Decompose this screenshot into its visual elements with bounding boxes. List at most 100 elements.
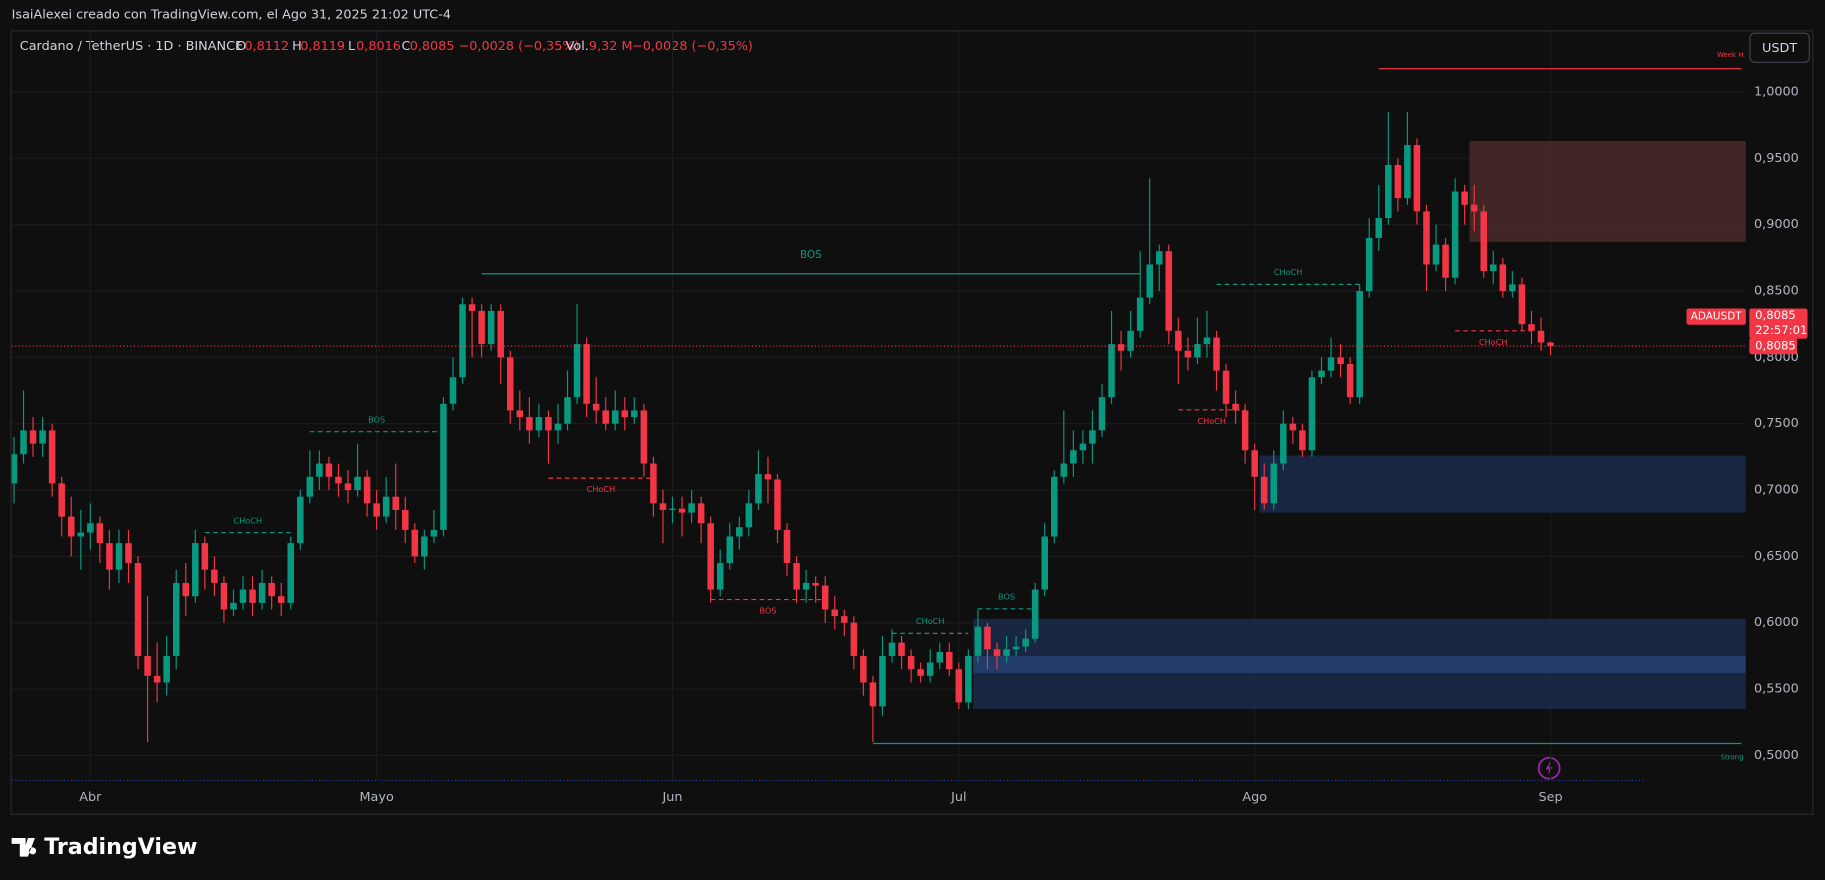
level-label: CHoCH — [587, 484, 616, 494]
level-label: BOS — [998, 592, 1015, 602]
candle-body — [1117, 344, 1125, 351]
candle-body — [907, 655, 915, 670]
candle-body — [411, 529, 419, 557]
x-tick-label: Sep — [1538, 790, 1562, 805]
candle-body — [497, 310, 504, 358]
logo-text: TradingView — [44, 834, 197, 860]
candle-body — [516, 410, 524, 418]
ohlc-key: L — [348, 39, 356, 54]
candle-body — [297, 496, 304, 544]
candle-body — [96, 523, 104, 544]
candle-body — [631, 410, 638, 418]
ohlc-value: 0,8016 — [356, 39, 401, 54]
candle-body — [1356, 291, 1363, 398]
level-label: CHoCH — [916, 616, 945, 626]
candle-body — [1451, 191, 1459, 278]
candle-body — [1327, 357, 1335, 371]
candle-body — [755, 474, 762, 504]
symbol: Cardano / TetherUS · 1D · BINANCE — [20, 39, 243, 54]
candle-body — [936, 651, 943, 663]
candle-body — [1365, 237, 1373, 292]
candle-body — [1280, 423, 1287, 464]
candle-body — [106, 543, 113, 570]
x-tick-label: Mayo — [359, 790, 393, 805]
y-tick-label: 0,9500 — [1754, 151, 1799, 166]
candle-body — [220, 582, 228, 610]
level-label: BOS — [800, 249, 822, 261]
candle-body — [325, 463, 333, 477]
candle-body — [316, 463, 323, 477]
candle-body — [115, 543, 123, 570]
candle-body — [564, 397, 571, 424]
candle-body — [182, 582, 190, 597]
candle-body — [87, 523, 94, 533]
candle-body — [268, 582, 275, 597]
candle-body — [77, 532, 85, 537]
candle-body — [354, 476, 361, 491]
ohlc-value: 0,8085 — [410, 39, 455, 54]
candle-body — [29, 430, 37, 444]
candle-body — [478, 310, 485, 345]
candle-body — [736, 527, 743, 537]
candle-body — [1184, 350, 1192, 358]
currency-button[interactable] — [1749, 32, 1810, 63]
candle-body — [716, 563, 724, 590]
candle-body — [440, 403, 447, 530]
candle-body — [621, 410, 629, 418]
currency-button-label[interactable]: USDT — [1762, 41, 1797, 56]
candle-body — [1241, 410, 1249, 451]
candle-body — [1089, 430, 1096, 444]
candle-body — [487, 310, 495, 345]
volume-label: Vol. — [566, 39, 589, 54]
ohlc-key: C — [402, 39, 411, 54]
level-label: BOS — [759, 606, 776, 616]
candle-body — [134, 563, 142, 656]
candle-body — [707, 523, 714, 590]
candle-body — [1203, 337, 1211, 345]
candle-body — [1518, 284, 1526, 325]
candle-body — [1404, 145, 1411, 199]
candle-body — [678, 508, 686, 513]
candle-body — [869, 682, 877, 707]
level-label: CHoCH — [1197, 416, 1226, 426]
candle-body — [1394, 164, 1402, 199]
ohlc-key: O — [236, 39, 246, 54]
candle-body — [1260, 476, 1268, 504]
candle-body — [430, 529, 438, 537]
x-tick-label: Jul — [950, 790, 966, 805]
candle-body — [1442, 244, 1449, 278]
symbol-tag — [1686, 308, 1746, 325]
candle-body — [1423, 211, 1430, 265]
candle-body — [688, 503, 695, 513]
candle-body — [1432, 244, 1440, 265]
candle-body — [783, 529, 791, 564]
candle-body — [1509, 284, 1516, 292]
candle-body — [1031, 589, 1039, 639]
candle-body — [1222, 370, 1230, 404]
x-tick-label: Abr — [79, 790, 102, 805]
candle-body — [277, 596, 285, 603]
candle-body — [48, 430, 56, 484]
candle-body — [211, 569, 218, 583]
candle-body — [392, 496, 399, 510]
candle-body — [879, 655, 886, 707]
candle-body — [67, 516, 75, 537]
candle-body — [1165, 251, 1173, 331]
countdown: 22:57:01 — [1755, 323, 1807, 337]
ohlc-value: 0,8119 — [300, 39, 345, 54]
y-tick-label: 0,5500 — [1754, 682, 1799, 697]
candle-body — [1375, 218, 1383, 238]
candle-body — [1175, 330, 1182, 351]
candle-body — [1299, 430, 1306, 451]
candle-body — [802, 582, 810, 590]
candle-body — [812, 582, 819, 586]
y-tick-label: 0,7000 — [1754, 483, 1799, 498]
y-tick-label: 0,8500 — [1754, 284, 1799, 299]
candle-body — [306, 476, 314, 497]
candle-body — [1251, 450, 1258, 477]
candle-body — [335, 476, 342, 484]
alert-icon[interactable] — [1537, 756, 1561, 780]
candle-body — [946, 651, 953, 670]
candle-body — [955, 669, 963, 703]
